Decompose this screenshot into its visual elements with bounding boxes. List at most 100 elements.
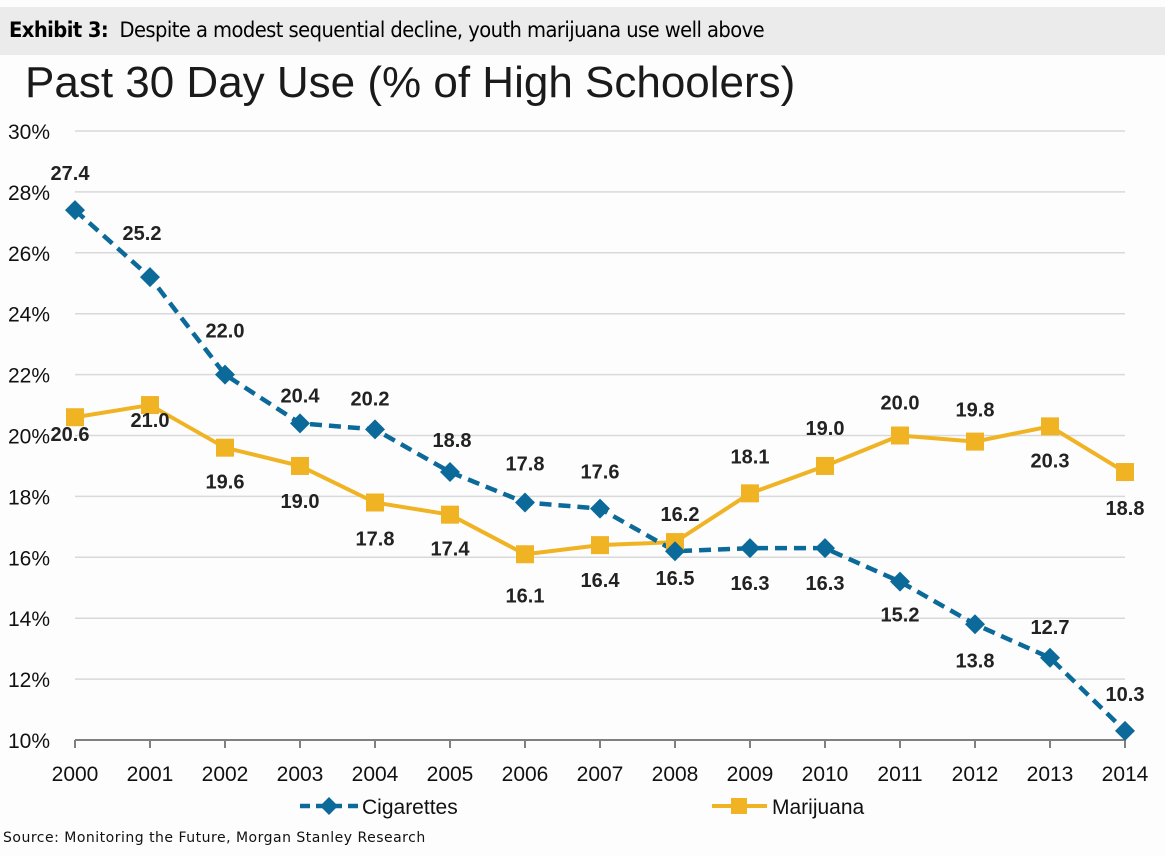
marijuana-marker [741,484,759,503]
cigarettes-marker [590,498,610,519]
x-tick-label: 2004 [352,763,399,786]
marijuana-data-label: 19.8 [956,400,995,422]
cigarettes-data-label: 20.4 [281,385,321,407]
cigarettes-data-label: 17.8 [506,453,545,475]
cigarettes-data-label: 27.4 [51,163,91,185]
cigarettes-data-label: 17.6 [581,462,620,484]
marijuana-data-label: 16.4 [581,570,621,592]
marijuana-marker [516,545,534,564]
y-tick-label: 22% [8,365,50,388]
x-tick-label: 2003 [277,763,324,786]
legend-marijuana-label: Marijuana [772,796,865,819]
y-axis-ticks: 10% 12% 14% 16% 18% 20% 22% 24% 26% 28% 30% [8,121,50,753]
cigarettes-data-label: 22.0 [206,321,245,343]
cigarettes-marker [965,614,985,635]
x-tick-label: 2011 [877,763,922,786]
marijuana-data-label: 21.0 [131,410,170,432]
exhibit-header [0,7,1165,55]
marijuana-marker [891,426,909,445]
exhibit-label: Exhibit 3: [9,18,109,42]
marijuana-marker [216,438,234,457]
marijuana-data-label: 19.0 [281,491,320,513]
cigarettes-data-label: 16.2 [661,504,700,526]
x-tick-label: 2006 [502,763,549,786]
marijuana-data-label: 20.3 [1031,450,1070,472]
y-tick-label: 24% [8,304,50,327]
cigarettes-data-label: 10.3 [1106,684,1145,706]
marijuana-data-label: 18.8 [1106,498,1145,520]
cigarettes-marker [215,364,235,385]
cigarettes-data-label: 20.2 [351,388,390,410]
marijuana-marker [441,505,459,524]
y-tick-label: 16% [8,547,50,570]
cigarettes-marker [890,571,910,592]
y-tick-label: 30% [8,121,50,144]
source-note: Source: Monitoring the Future, Morgan St… [3,830,426,846]
cigarettes-marker [515,492,535,513]
marijuana-data-label: 18.1 [731,446,770,468]
marijuana-data-label: 17.4 [431,539,471,561]
marijuana-data-label: 16.1 [506,585,545,607]
x-tick-label: 2007 [577,763,624,786]
marijuana-marker [966,432,984,451]
cigarettes-marker [440,462,460,483]
exhibit-caption: Exhibit 3: Despite a modest sequential d… [9,18,765,42]
cigarettes-data-label: 25.2 [123,223,162,245]
marijuana-marker [366,493,384,512]
x-tick-label: 2014 [1102,763,1149,786]
exhibit-description: Despite a modest sequential decline, you… [119,18,765,42]
gridlines [75,130,1125,680]
cigarettes-marker [1040,647,1060,668]
y-tick-label: 26% [8,243,50,266]
cigarettes-marker [815,538,835,559]
legend-marijuana-marker [731,798,747,814]
x-axis: 2000 2001 2002 2003 2004 2005 2006 2007 2008 2009… [52,739,1149,786]
marijuana-marker [816,456,834,475]
marijuana-data-label: 20.6 [51,424,90,446]
x-tick-label: 2013 [1027,763,1074,786]
chart-title: Past 30 Day Use (% of High Schoolers) [25,58,796,107]
marijuana-data-label: 19.6 [206,472,245,494]
marijuana-marker [1041,417,1059,436]
cigarettes-data-label: 15.2 [881,605,920,627]
marijuana-marker [66,408,84,427]
y-tick-label: 14% [8,608,50,631]
marijuana-data-label: 16.5 [656,568,695,590]
x-tick-label: 2008 [652,763,699,786]
cigarettes-marker [65,200,85,221]
series-layer [65,200,1135,741]
x-tick-label: 2009 [727,763,774,786]
y-tick-label: 20% [8,426,50,449]
cigarettes-data-label: 18.8 [433,430,472,452]
cigarettes-data-label: 12.7 [1031,617,1070,639]
x-tick-label: 2000 [52,763,99,786]
y-tick-label: 28% [8,182,50,205]
y-tick-label: 18% [8,486,50,509]
marijuana-data-label: 19.0 [806,418,845,440]
legend-cigarettes-marker [320,797,338,815]
y-tick-label: 12% [8,669,50,692]
cigarettes-data-label: 16.3 [731,573,770,595]
cigarettes-marker [665,541,685,562]
marijuana-data-label: 20.0 [881,393,920,415]
cigarettes-data-label: 16.3 [806,573,845,595]
x-tick-label: 2001 [127,763,174,786]
x-tick-label: 2010 [802,763,849,786]
cigarettes-data-label: 13.8 [956,650,995,672]
marijuana-marker [291,456,309,475]
data-labels: 27.4 25.2 22.0 20.4 20.2 18.8 17.8 17.6 16.2 16.3… [51,163,1145,706]
cigarettes-marker [290,413,310,434]
marijuana-marker [591,536,609,555]
cigarettes-marker [740,538,760,559]
cigarettes-marker [1115,720,1135,741]
cigarettes-marker [140,267,160,288]
marijuana-data-label: 17.8 [356,528,395,550]
legend-cigarettes-label: Cigarettes [362,796,458,819]
y-tick-label: 10% [8,730,50,753]
cigarettes-marker [365,419,385,440]
x-tick-label: 2012 [952,763,999,786]
x-tick-label: 2005 [427,763,474,786]
legend: Cigarettes Marijuana [300,796,865,819]
marijuana-marker [1116,463,1134,482]
